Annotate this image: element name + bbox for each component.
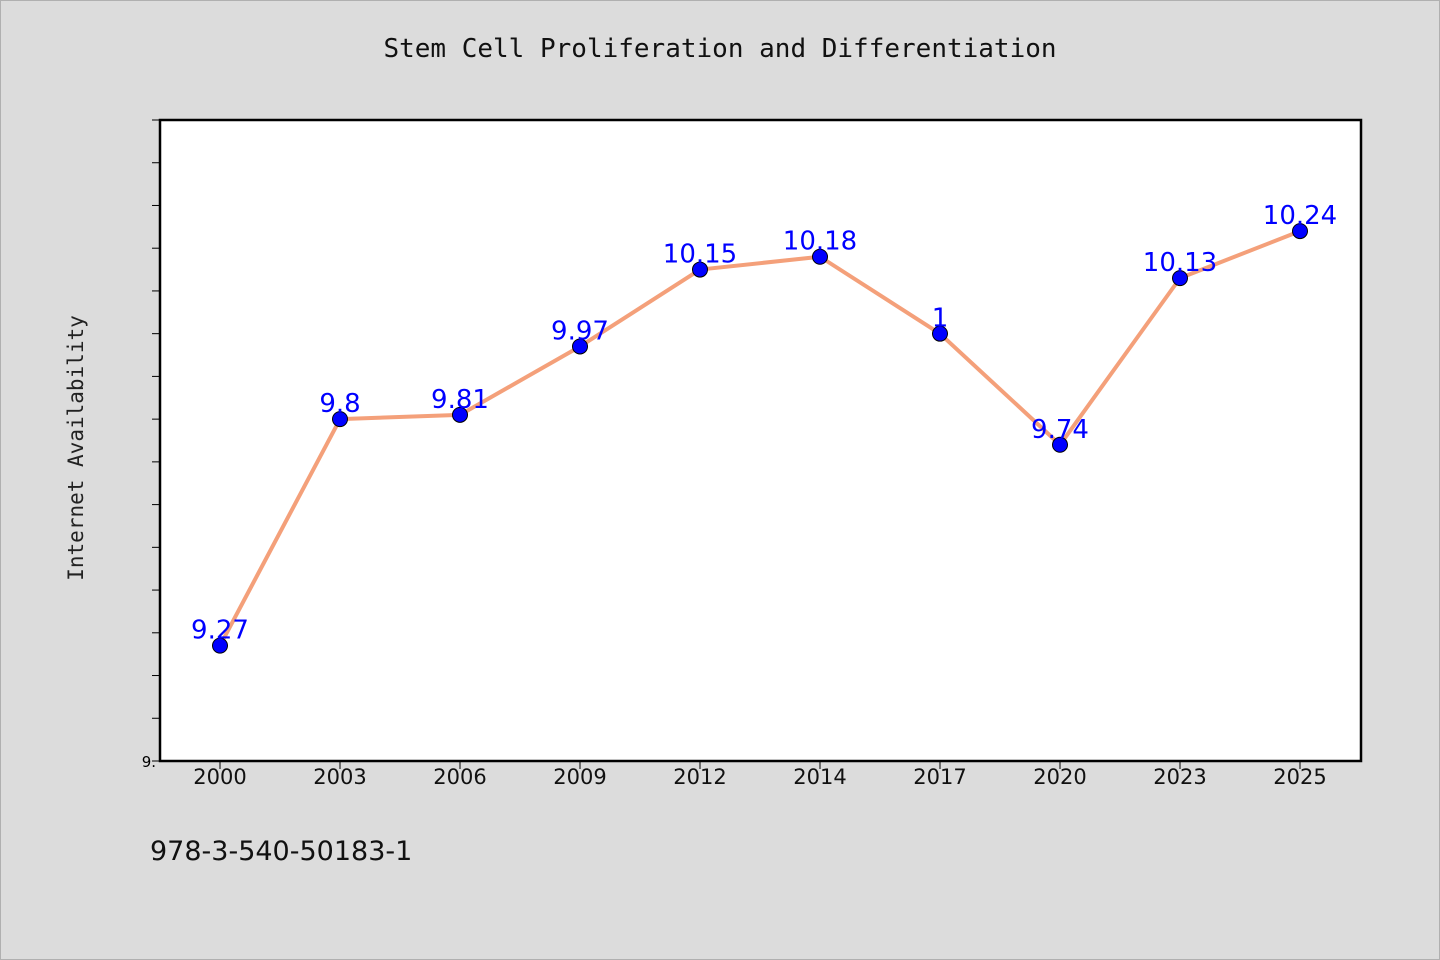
x-tick-label: 2020 — [1033, 765, 1086, 789]
plot-area — [158, 118, 1363, 763]
x-tick-label: 2003 — [313, 765, 366, 789]
x-tick-label: 2025 — [1273, 765, 1326, 789]
x-tick-label: 2006 — [433, 765, 486, 789]
data-label: 10.24 — [1263, 201, 1337, 231]
x-tick-label: 2023 — [1153, 765, 1206, 789]
data-label: 9.97 — [551, 316, 609, 346]
data-point — [332, 411, 348, 428]
data-point — [812, 248, 828, 265]
data-point — [212, 637, 228, 654]
chart-title: Stem Cell Proliferation and Differentiat… — [383, 34, 1057, 64]
y-tick-label: 9. — [142, 753, 156, 771]
data-point — [1172, 270, 1188, 287]
data-point — [692, 261, 708, 278]
data-label: 9.8 — [319, 389, 360, 419]
data-label: 10.15 — [663, 240, 737, 270]
data-label: 9.81 — [431, 385, 489, 415]
data-label: 9.74 — [1031, 415, 1089, 445]
x-tick-label: 2000 — [193, 765, 246, 789]
data-point — [1052, 436, 1068, 453]
data-label: 10.18 — [783, 227, 857, 257]
data-point — [452, 406, 468, 423]
data-point — [1292, 223, 1308, 240]
data-point — [572, 338, 588, 355]
x-tick-label: 2014 — [793, 765, 846, 789]
footer-code: 978-3-540-50183-1 — [150, 836, 413, 867]
x-tick-label: 2017 — [913, 765, 966, 789]
x-tick-label: 2009 — [553, 765, 606, 789]
x-tick-label: 2012 — [673, 765, 726, 789]
data-label: 10.13 — [1143, 248, 1217, 278]
series-line — [218, 229, 1302, 648]
data-label: 1 — [932, 304, 949, 334]
data-label: 9.27 — [191, 616, 249, 646]
data-point — [932, 325, 948, 342]
